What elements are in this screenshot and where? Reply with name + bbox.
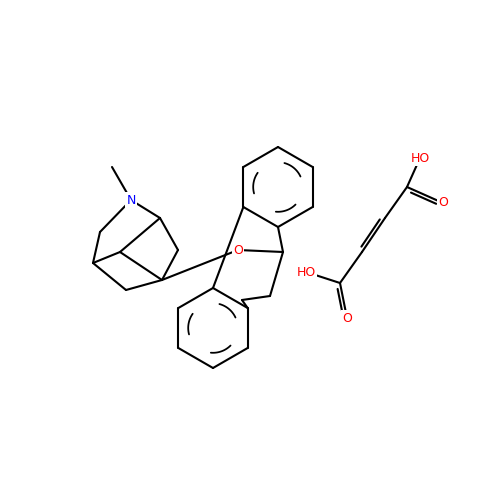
Text: O: O [438,196,448,209]
Text: HO: HO [410,152,430,164]
Text: HO: HO [296,266,316,278]
Text: O: O [342,312,352,324]
Text: N: N [126,194,136,206]
Text: O: O [233,244,243,256]
